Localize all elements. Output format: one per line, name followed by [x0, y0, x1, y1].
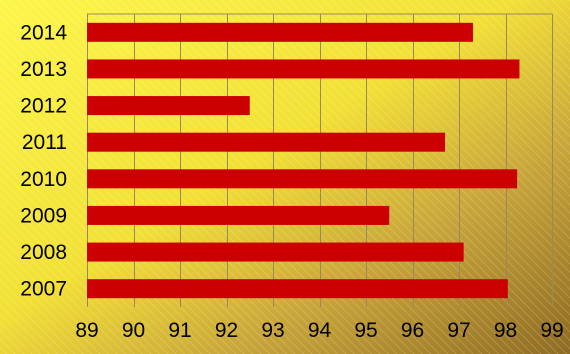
- category-label: 2008: [20, 241, 67, 264]
- category-label: 2012: [20, 95, 67, 118]
- bar-2009: [87, 205, 390, 225]
- x-tick-label: 93: [261, 319, 284, 342]
- x-tick-label: 97: [447, 319, 470, 342]
- x-tick-labels: 89 90 91 92 93 94 95 96 97 98 99: [75, 319, 563, 342]
- x-tick-label: 90: [122, 319, 145, 342]
- x-tick-label: 96: [401, 319, 424, 342]
- bar-2010: [87, 169, 518, 189]
- x-tick-label: 89: [75, 319, 98, 342]
- category-label: 2007: [20, 278, 67, 301]
- bar-2008: [87, 242, 464, 262]
- category-label: 2014: [20, 21, 67, 44]
- category-label: 2009: [20, 204, 67, 227]
- category-label: 2011: [22, 131, 67, 154]
- bar-2011: [87, 132, 446, 152]
- category-labels: 2014 2013 2012 2011 2010 2009 2008 2007: [20, 21, 67, 300]
- bars: [87, 22, 520, 299]
- x-tick-label: 98: [494, 319, 517, 342]
- bar-2014: [87, 22, 473, 42]
- category-label: 2010: [20, 168, 67, 191]
- x-tick-label: 92: [215, 319, 238, 342]
- x-tick-label: 99: [540, 319, 563, 342]
- bar-2013: [87, 59, 520, 79]
- bar-2007: [87, 279, 508, 299]
- bar-2012: [87, 96, 250, 116]
- x-tick-label: 94: [308, 319, 332, 342]
- category-label: 2013: [20, 58, 67, 81]
- x-tick-label: 91: [168, 319, 191, 342]
- x-tick-label: 95: [354, 319, 377, 342]
